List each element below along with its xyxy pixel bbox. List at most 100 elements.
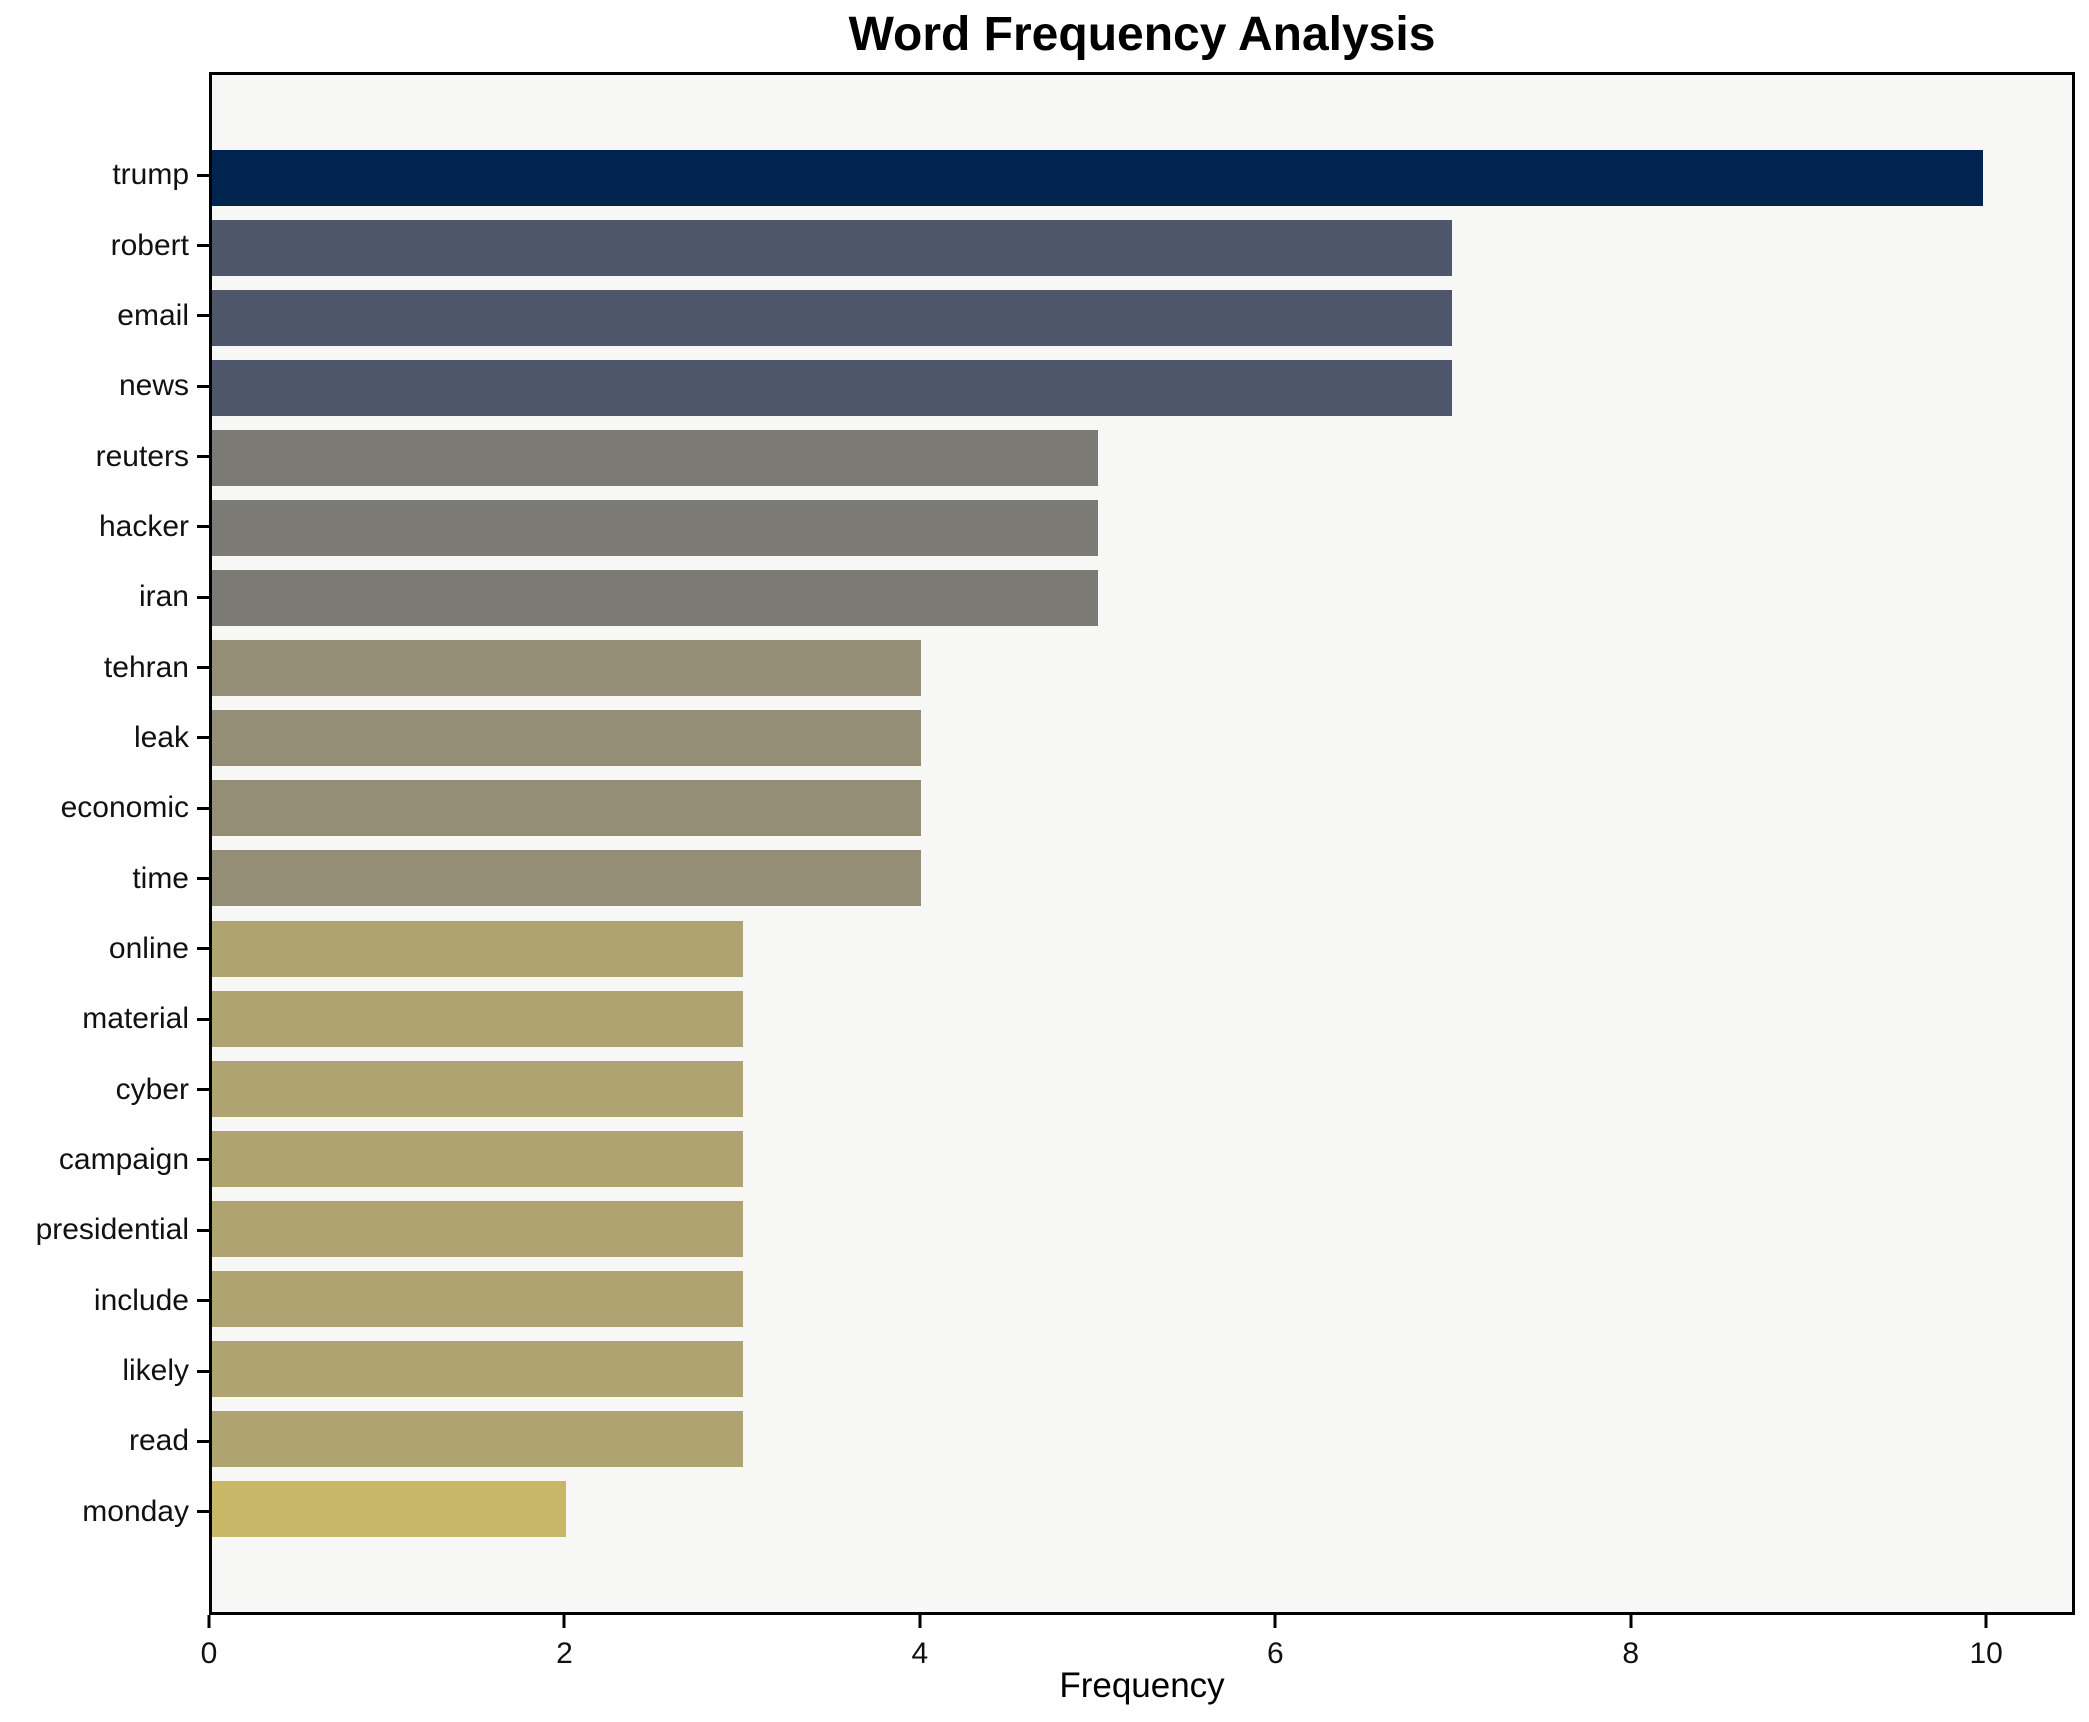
- bar-row: [212, 703, 2072, 773]
- y-tick-label: presidential: [35, 1213, 189, 1247]
- y-tick-label: online: [108, 931, 189, 965]
- y-row: time: [0, 843, 209, 913]
- bar-robert: [212, 220, 1452, 277]
- y-row: news: [0, 351, 209, 421]
- x-tick-mark: [918, 1615, 922, 1628]
- y-row: presidential: [0, 1195, 209, 1265]
- bar-tehran: [212, 640, 921, 697]
- bar-online: [212, 920, 744, 977]
- bar-row: [212, 353, 2072, 423]
- bar-row: [212, 1334, 2072, 1404]
- y-tick-mark: [197, 455, 209, 459]
- bar-row: [212, 843, 2072, 913]
- bar-likely: [212, 1340, 744, 1397]
- y-tick-label: leak: [133, 720, 189, 754]
- y-tick-label: news: [118, 369, 189, 403]
- y-tick-label: trump: [112, 158, 189, 192]
- y-tick-mark: [197, 525, 209, 529]
- x-tick-mark: [1629, 1615, 1633, 1628]
- y-row: campaign: [0, 1125, 209, 1195]
- bar-cyber: [212, 1060, 744, 1117]
- y-row: robert: [0, 210, 209, 280]
- bar-row: [212, 1054, 2072, 1124]
- x-tick-label: 6: [1266, 1637, 1284, 1670]
- y-tick-label: read: [128, 1424, 189, 1458]
- y-tick-mark: [197, 1088, 209, 1092]
- bar-row: [212, 1264, 2072, 1334]
- y-tick-label: monday: [82, 1494, 189, 1528]
- x-tick-mark: [1984, 1615, 1988, 1628]
- y-tick-mark: [197, 1158, 209, 1162]
- y-tick-mark: [197, 1369, 209, 1373]
- y-tick-label: likely: [122, 1354, 189, 1388]
- bar-row: [212, 1194, 2072, 1264]
- y-tick-label: iran: [138, 580, 189, 614]
- y-tick-label: email: [117, 298, 189, 332]
- x-tick-label: 4: [911, 1637, 929, 1670]
- bar-row: [212, 914, 2072, 984]
- y-tick-label: reuters: [95, 439, 189, 473]
- y-tick-label: tehran: [103, 650, 189, 684]
- bar-presidential: [212, 1200, 744, 1257]
- y-row: leak: [0, 703, 209, 773]
- y-row: online: [0, 914, 209, 984]
- bar-row: [212, 773, 2072, 843]
- bar-time: [212, 850, 921, 907]
- bar-leak: [212, 710, 921, 767]
- y-tick-mark: [197, 1017, 209, 1021]
- y-tick-mark: [197, 736, 209, 740]
- bar-row: [212, 1474, 2072, 1544]
- y-tick-mark: [197, 314, 209, 318]
- bar-campaign: [212, 1130, 744, 1187]
- bar-row: [212, 1404, 2072, 1474]
- bar-material: [212, 990, 744, 1047]
- bar-row: [212, 213, 2072, 283]
- chart-title: Word Frequency Analysis: [848, 8, 1436, 61]
- y-tick-mark: [197, 1439, 209, 1443]
- x-axis: 0 2 4 6 8 10: [201, 1615, 2075, 1685]
- x-axis-label: Frequency: [1059, 1666, 1225, 1705]
- y-row: read: [0, 1406, 209, 1476]
- plot-area: [209, 72, 2075, 1615]
- y-row: tehran: [0, 632, 209, 702]
- bar-monday: [212, 1480, 567, 1537]
- y-tick-label: include: [93, 1283, 189, 1317]
- y-tick-mark: [197, 877, 209, 881]
- x-tick-label: 2: [556, 1637, 573, 1670]
- bar-trump: [212, 150, 1984, 207]
- x-tick-mark: [562, 1615, 566, 1628]
- y-tick-mark: [197, 244, 209, 248]
- y-tick-mark: [197, 595, 209, 599]
- bar-economic: [212, 780, 921, 837]
- y-row: monday: [0, 1477, 209, 1547]
- y-tick-mark: [197, 384, 209, 388]
- y-tick-label: campaign: [58, 1142, 189, 1176]
- bar-reuters: [212, 430, 1098, 487]
- y-row: include: [0, 1266, 209, 1336]
- y-tick-label: hacker: [98, 509, 189, 543]
- y-row: material: [0, 984, 209, 1054]
- y-row: reuters: [0, 421, 209, 491]
- y-tick-mark: [197, 1510, 209, 1514]
- y-tick-mark: [197, 1228, 209, 1232]
- y-tick-mark: [197, 173, 209, 177]
- y-tick-label: material: [82, 1002, 189, 1036]
- y-row: cyber: [0, 1054, 209, 1124]
- bar-hacker: [212, 500, 1098, 557]
- x-tick-mark: [1273, 1615, 1277, 1628]
- y-tick-label: cyber: [115, 1072, 189, 1106]
- x-tick-label: 0: [200, 1637, 218, 1670]
- y-tick-mark: [197, 666, 209, 670]
- y-tick-mark: [197, 1299, 209, 1303]
- bar-row: [212, 143, 2072, 213]
- bar-include: [212, 1270, 744, 1327]
- y-axis: trump robert email news reuters hacker iran teh…: [0, 72, 209, 1615]
- bar-row: [212, 984, 2072, 1054]
- y-row: iran: [0, 562, 209, 632]
- bar-row: [212, 633, 2072, 703]
- bar-email: [212, 290, 1452, 347]
- y-tick-label: robert: [110, 228, 189, 262]
- bar-row: [212, 493, 2072, 563]
- y-tick-label: economic: [60, 791, 189, 825]
